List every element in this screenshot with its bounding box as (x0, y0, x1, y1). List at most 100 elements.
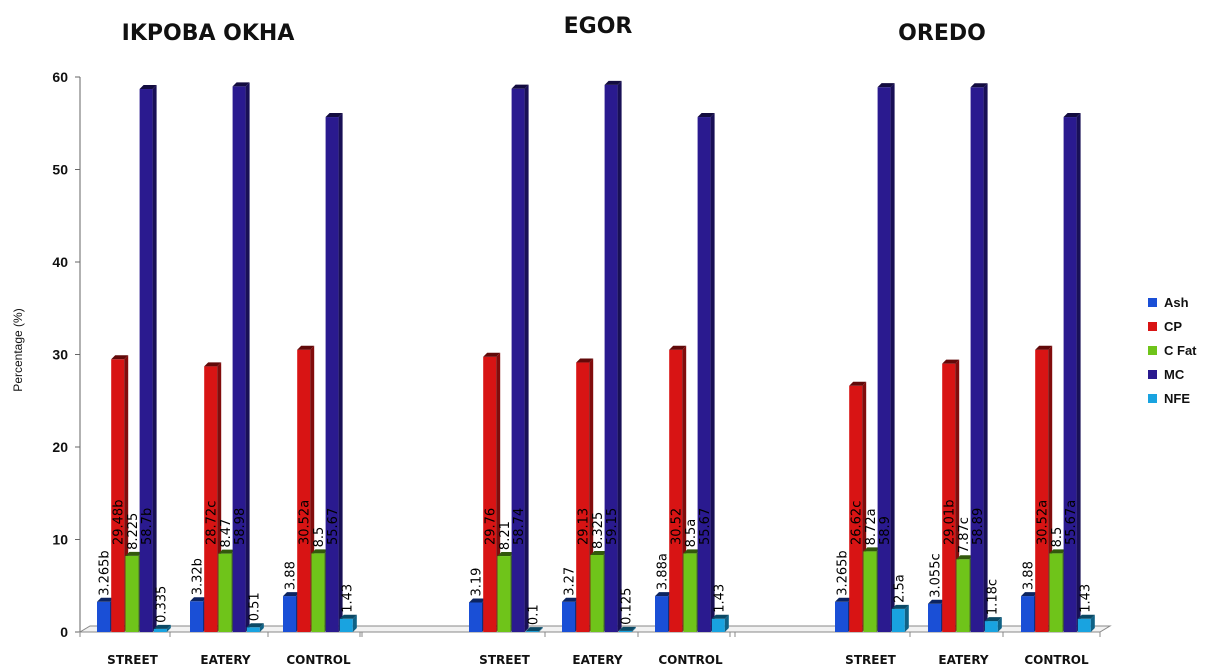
value-label: 30.52 (670, 508, 685, 545)
legend-swatch (1148, 298, 1157, 307)
bar-top (697, 113, 715, 118)
bar-side (724, 614, 729, 632)
legend-swatch (1148, 322, 1157, 331)
bar-top (604, 80, 622, 85)
value-label: 3.88 (1022, 561, 1037, 590)
bar-side (617, 80, 622, 633)
group-title: IKPOBA OKHA (122, 21, 295, 46)
x-category-label: EATERY (200, 653, 251, 666)
bar-top (711, 614, 729, 619)
y-tick-label: 10 (52, 532, 68, 548)
bar-top (111, 355, 129, 360)
bar-front (942, 363, 956, 632)
bar (984, 617, 1002, 632)
bar-side (152, 85, 157, 632)
value-label: 28.72c (205, 501, 220, 545)
bar-side (997, 617, 1002, 632)
bar-top (232, 82, 250, 87)
bar-top (153, 624, 171, 629)
bar-front (576, 362, 590, 632)
bar-front (655, 596, 668, 632)
x-category-label: STREET (845, 653, 896, 666)
bar-front (97, 601, 110, 632)
bar-side (166, 624, 171, 632)
bar-front (604, 84, 618, 633)
bar-top (590, 550, 608, 555)
value-label: 8.47 (219, 519, 234, 548)
bar-side (352, 614, 357, 632)
legend-swatch (1148, 394, 1157, 403)
bar-front (891, 608, 905, 632)
bar-front (618, 630, 632, 632)
x-category-label: CONTROL (1024, 653, 1089, 666)
bar-front (325, 117, 339, 633)
bar-top (483, 352, 501, 357)
legend-label: Ash (1164, 295, 1189, 310)
bar-front (1021, 596, 1034, 632)
bar-front (1035, 349, 1049, 632)
bar-side (259, 623, 264, 632)
y-tick-label: 40 (52, 254, 68, 270)
bar-top (283, 592, 300, 597)
value-label: 3.32b (191, 558, 206, 595)
legend-label: CP (1164, 319, 1182, 334)
bar-top (928, 599, 945, 604)
value-label: 29.01b (943, 500, 958, 545)
value-label: 3.88a (656, 553, 671, 590)
bar-top (469, 598, 486, 603)
y-tick-label: 50 (52, 162, 68, 178)
bar-top (125, 551, 143, 556)
value-label: 0.335 (154, 586, 169, 623)
value-label: 55.67a (1064, 500, 1079, 545)
bar (604, 80, 622, 633)
bar (339, 614, 357, 632)
bar-front (297, 349, 311, 632)
bar (970, 83, 988, 632)
bar-front (711, 618, 725, 632)
legend-label: NFE (1164, 391, 1190, 406)
bar-front (311, 553, 325, 632)
group-title: OREDO (898, 21, 986, 46)
bar (697, 113, 715, 633)
bar-top (970, 83, 988, 88)
bar-front (153, 628, 167, 632)
bar-side (710, 113, 715, 633)
x-category-label: CONTROL (658, 653, 723, 666)
bar-front (511, 88, 525, 632)
value-label: 58.9 (878, 516, 893, 545)
bar-front (849, 385, 863, 632)
bar-top (1035, 345, 1053, 350)
bar (1077, 614, 1095, 632)
x-category-label: CONTROL (286, 653, 351, 666)
bar-front (562, 601, 575, 632)
bar-front (970, 87, 984, 632)
legend-label: MC (1164, 367, 1185, 382)
bar-top (1021, 592, 1038, 597)
value-label: 29.76 (484, 508, 499, 545)
bar-top (683, 549, 701, 554)
x-category-label: EATERY (938, 653, 989, 666)
value-label: 1.18c (985, 579, 1000, 615)
bar (153, 624, 171, 632)
bar-top (956, 555, 974, 560)
y-tick-label: 0 (60, 624, 68, 640)
bar-top (204, 362, 222, 367)
value-label: 55.67 (326, 508, 341, 545)
bar (525, 627, 543, 632)
value-label: 7.87c (957, 517, 972, 553)
legend-label: C Fat (1164, 343, 1197, 358)
value-label: 8.5 (1050, 527, 1065, 548)
bar-top (525, 627, 543, 632)
value-label: 1.43 (340, 584, 355, 613)
bar-side (524, 84, 529, 632)
value-label: 3.27 (563, 567, 578, 596)
bar (325, 113, 343, 633)
bar-front (469, 602, 482, 632)
value-label: 0.125 (619, 588, 634, 625)
bar-side (890, 83, 895, 633)
bar-front (339, 618, 353, 632)
chart-legend: Ash CP C Fat MC NFE (1148, 295, 1197, 406)
value-label: 30.52a (298, 500, 313, 545)
bar-top (1063, 113, 1081, 118)
value-label: 3.265b (98, 550, 113, 595)
